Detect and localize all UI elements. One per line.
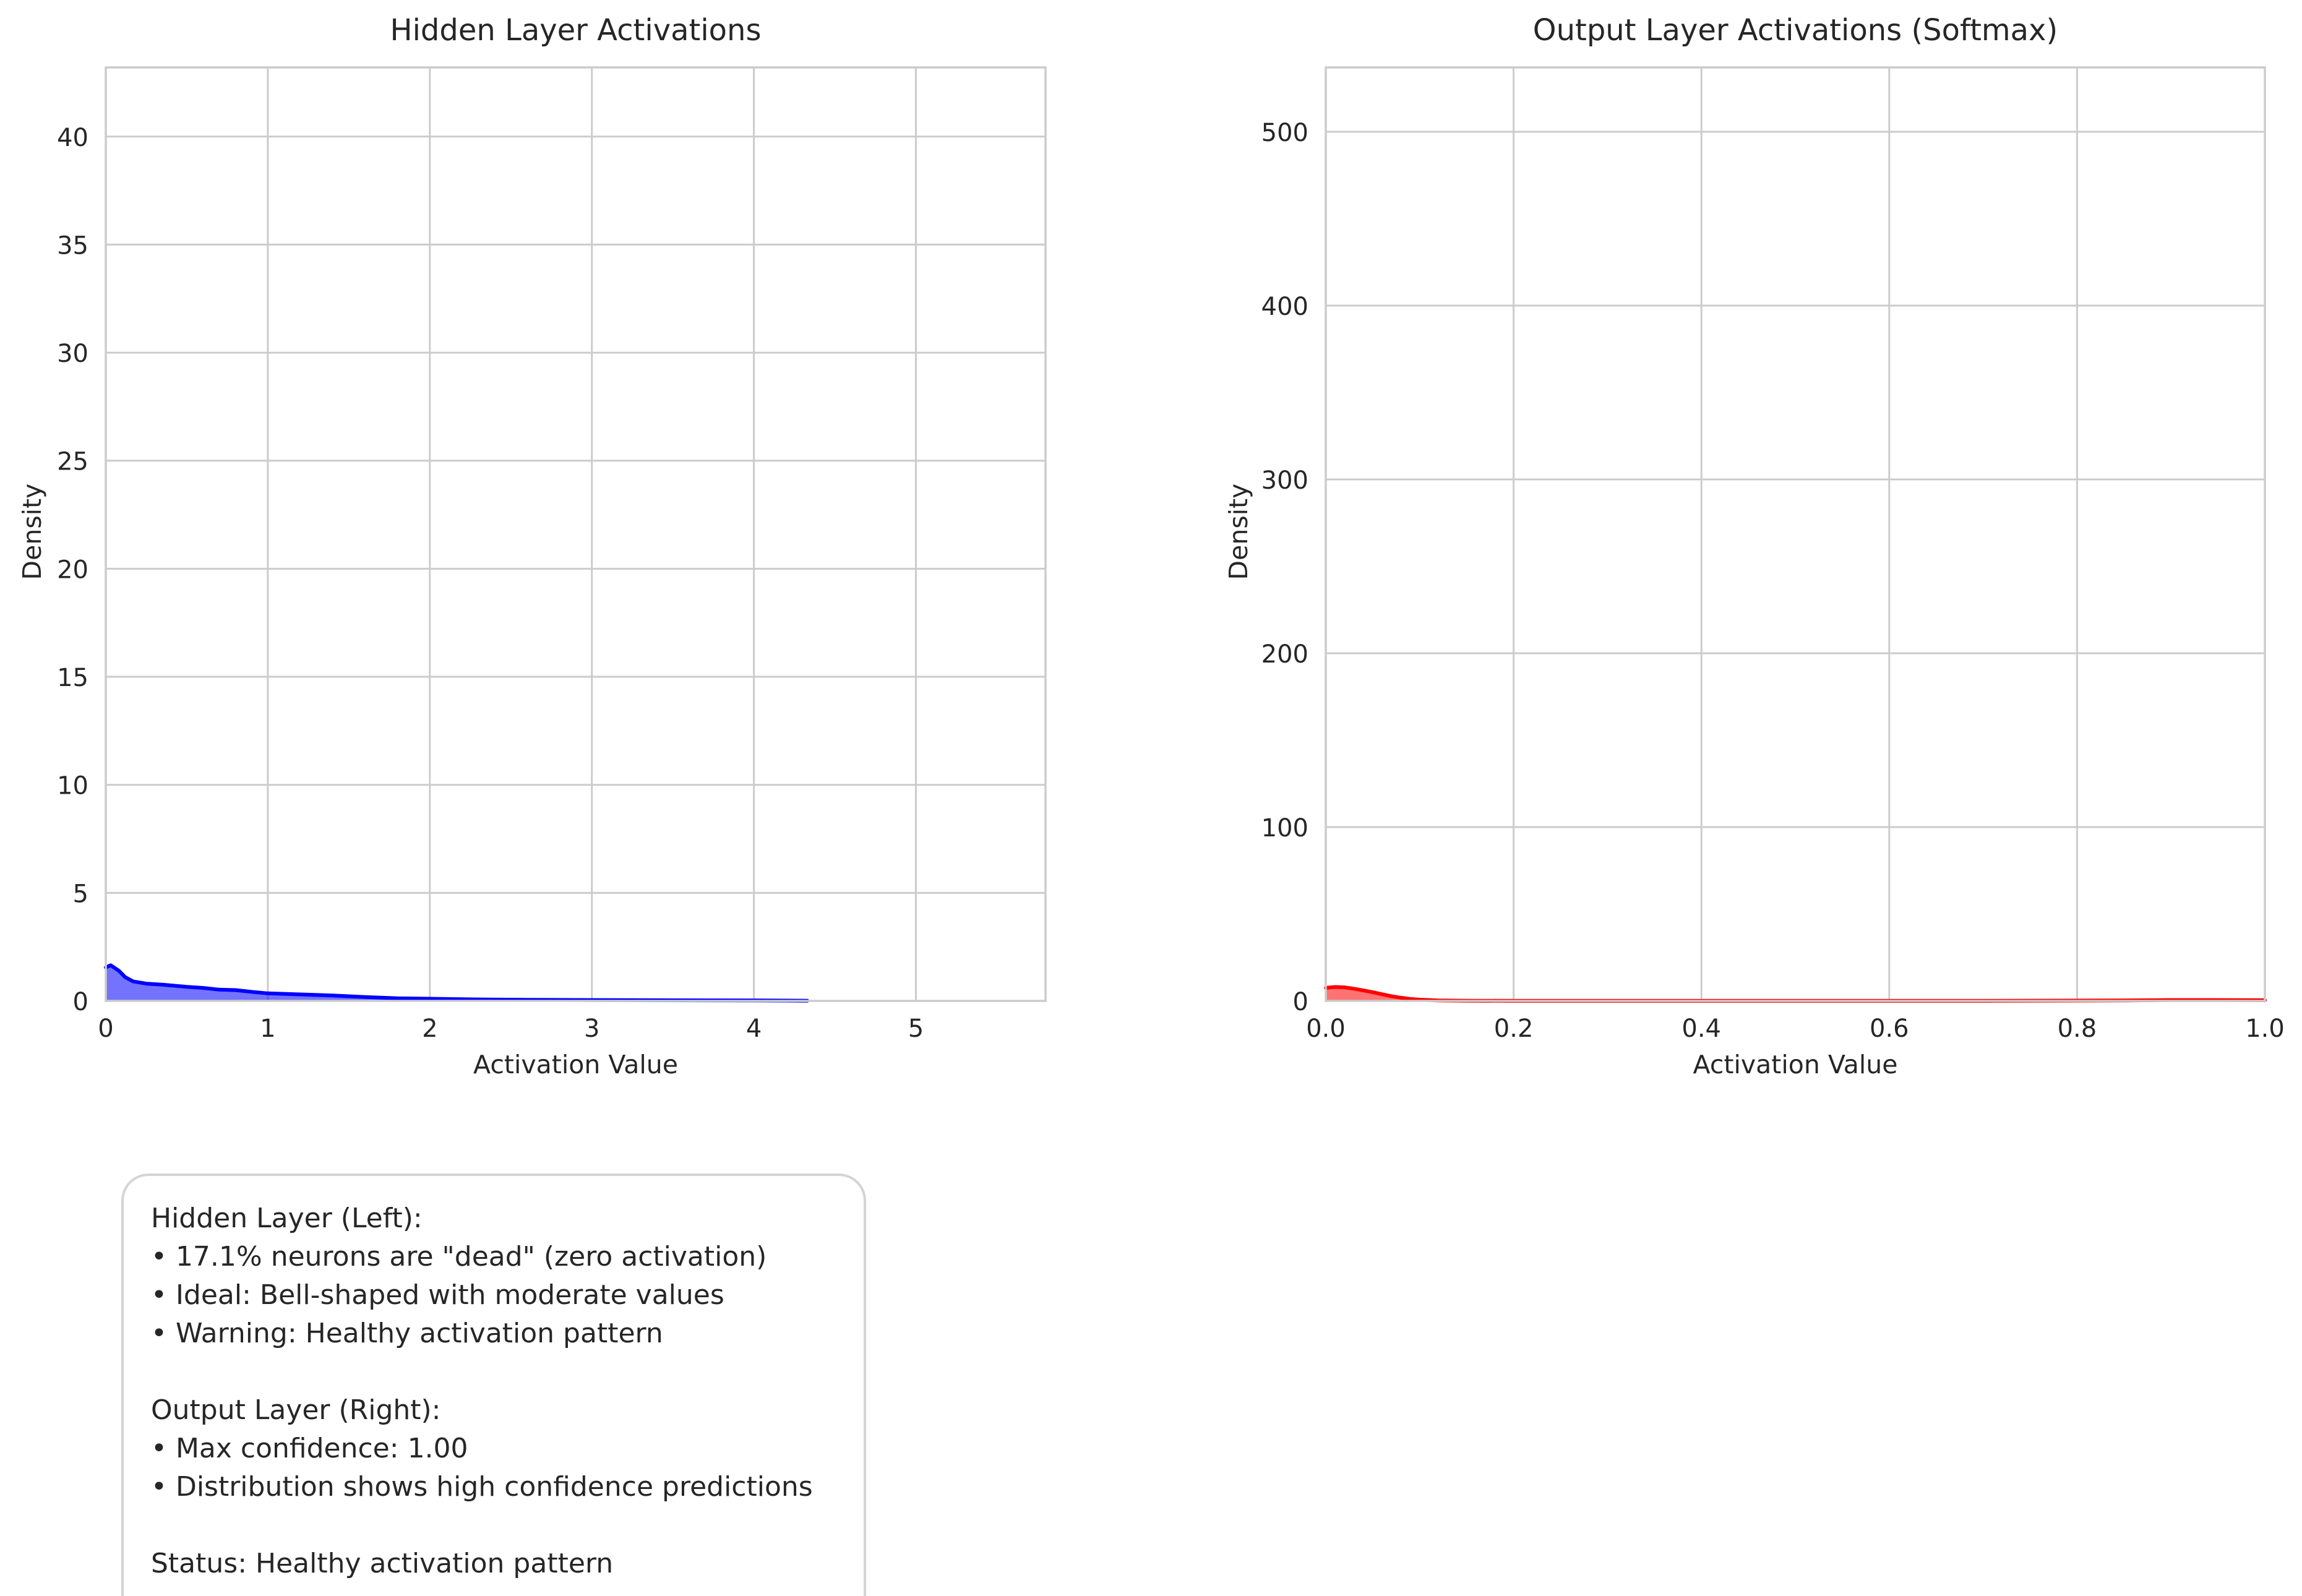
y-tick-label: 500 [1261, 119, 1308, 147]
y-tick-label: 400 [1261, 293, 1308, 321]
x-tick-label: 0.0 [1306, 1015, 1346, 1043]
plot-frame [1325, 66, 2266, 1002]
info-line-output-heading: Output Layer (Right): [151, 1394, 441, 1426]
y-tick-label: 5 [73, 880, 88, 908]
density-area [106, 965, 807, 1001]
info-line-dead-neurons: • 17.1% neurons are "dead" (zero activat… [151, 1241, 767, 1272]
info-line-warning: • Warning: Healthy activation pattern [151, 1318, 663, 1349]
info-line-hidden-heading: Hidden Layer (Left): [151, 1203, 423, 1234]
hidden-layer-chart: 0 1 2 3 4 5 0 5 10 15 20 25 30 35 40 Hidden Layer Activ… [17, 13, 1047, 1079]
x-tick-label: 4 [746, 1015, 762, 1043]
plot-frame [105, 66, 1047, 1002]
info-line-status: Status: Healthy activation pattern [151, 1548, 614, 1579]
y-tick-label: 100 [1261, 814, 1308, 843]
y-axis-label: Density [17, 484, 47, 580]
info-box: Hidden Layer (Left): • 17.1% neurons are… [121, 1173, 866, 1596]
x-axis-label: Activation Value [1693, 1050, 1898, 1079]
density-line [1324, 985, 2267, 1003]
x-tick-label: 3 [584, 1015, 599, 1043]
chart-title: Hidden Layer Activations [390, 13, 762, 48]
info-line-distribution: • Distribution shows high confidence pre… [151, 1471, 813, 1503]
x-tick-label: 1.0 [2245, 1015, 2285, 1043]
x-tick-label: 1 [260, 1015, 275, 1043]
chart-title: Output Layer Activations (Softmax) [1533, 13, 2058, 48]
y-tick-label: 25 [57, 448, 88, 476]
y-tick-label: 40 [57, 124, 88, 152]
x-tick-label: 0.4 [1681, 1015, 1721, 1043]
info-line-spacer [151, 1353, 864, 1391]
x-tick-label: 5 [908, 1015, 924, 1043]
y-tick-label: 20 [57, 556, 88, 584]
y-tick-label: 15 [57, 664, 88, 692]
y-tick-label: 10 [57, 772, 88, 800]
x-tick-label: 0 [98, 1015, 113, 1043]
x-tick-label: 0.6 [1870, 1015, 1909, 1043]
x-tick-label: 2 [422, 1015, 437, 1043]
x-tick-label: 0.2 [1494, 1015, 1534, 1043]
y-tick-label: 300 [1261, 466, 1308, 495]
x-axis-label: Activation Value [473, 1050, 678, 1079]
y-tick-label: 200 [1261, 640, 1308, 669]
output-layer-chart: 0.0 0.2 0.4 0.6 0.8 1.0 0 100 200 300 400 500 Output… [1224, 13, 2285, 1079]
info-line-ideal: • Ideal: Bell-shaped with moderate value… [151, 1279, 724, 1311]
x-tick-label: 0.8 [2058, 1015, 2097, 1043]
y-tick-label: 35 [57, 231, 88, 260]
info-line-spacer [151, 1506, 864, 1545]
y-axis-label: Density [1224, 484, 1253, 580]
y-tick-label: 0 [73, 988, 88, 1016]
y-tick-label: 0 [1293, 988, 1308, 1016]
info-line-max-confidence: • Max confidence: 1.00 [151, 1433, 468, 1464]
y-tick-label: 30 [57, 340, 88, 368]
